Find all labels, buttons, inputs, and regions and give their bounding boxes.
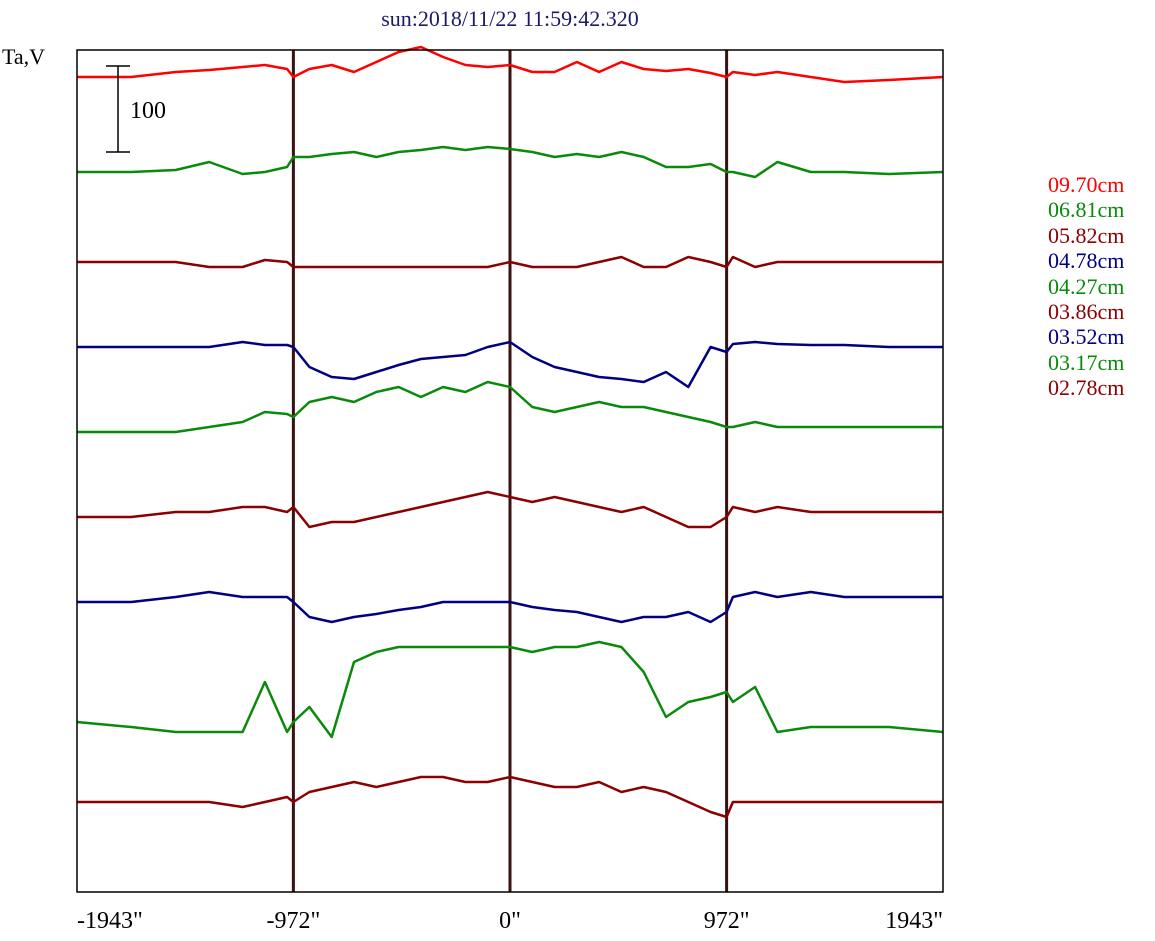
legend: 09.70cm 06.81cm 05.82cm 04.78cm 04.27cm 03.86…	[1048, 172, 1124, 401]
legend-item-09.70cm: 09.70cm	[1048, 172, 1125, 197]
series-line-03.52cm	[77, 590, 943, 624]
series-line-09.70cm	[77, 45, 944, 84]
y-axis-label: Ta,V	[2, 44, 46, 69]
plot-frame	[76, 49, 944, 893]
legend-item-03.52cm: 03.52cm	[1048, 324, 1125, 350]
series-line-04.78cm	[77, 340, 943, 389]
chart-title: sun:2018/11/22 11:59:42.320	[381, 6, 639, 31]
series-line-05.82cm	[77, 255, 943, 269]
legend-item-03.17cm: 03.17cm	[1048, 349, 1125, 375]
scale-bar: 100	[106, 65, 166, 153]
series-line-04.27cm	[77, 380, 943, 434]
legend-item-03.86cm: 03.86cm	[1048, 299, 1125, 325]
scale-bar-label: 100	[130, 98, 166, 124]
legend-item-02.78cm: 02.78cm	[1048, 375, 1125, 401]
series-line-02.78cm	[77, 775, 943, 819]
x-tick-label-0: -1943"	[77, 908, 143, 934]
series-line-03.17cm	[76, 640, 944, 739]
legend-item-06.81cm: 06.81cm	[1048, 197, 1125, 223]
x-tick-label-1: -972"	[266, 908, 320, 934]
legend-item-04.27cm: 04.27cm	[1048, 273, 1125, 299]
x-tick-label-3: 972"	[704, 908, 750, 934]
series-line-03.86cm	[77, 490, 943, 529]
series-line-06.81cm	[77, 145, 944, 179]
x-tick-label-2: 0"	[499, 908, 521, 934]
legend-item-04.78cm: 04.78cm	[1048, 248, 1125, 274]
chart-canvas: 100 -1943" -972" 0" 972" 1943"	[76, 45, 944, 934]
legend-item-05.82cm: 05.82cm	[1048, 222, 1125, 248]
x-tick-label-4: 1943"	[885, 908, 943, 934]
